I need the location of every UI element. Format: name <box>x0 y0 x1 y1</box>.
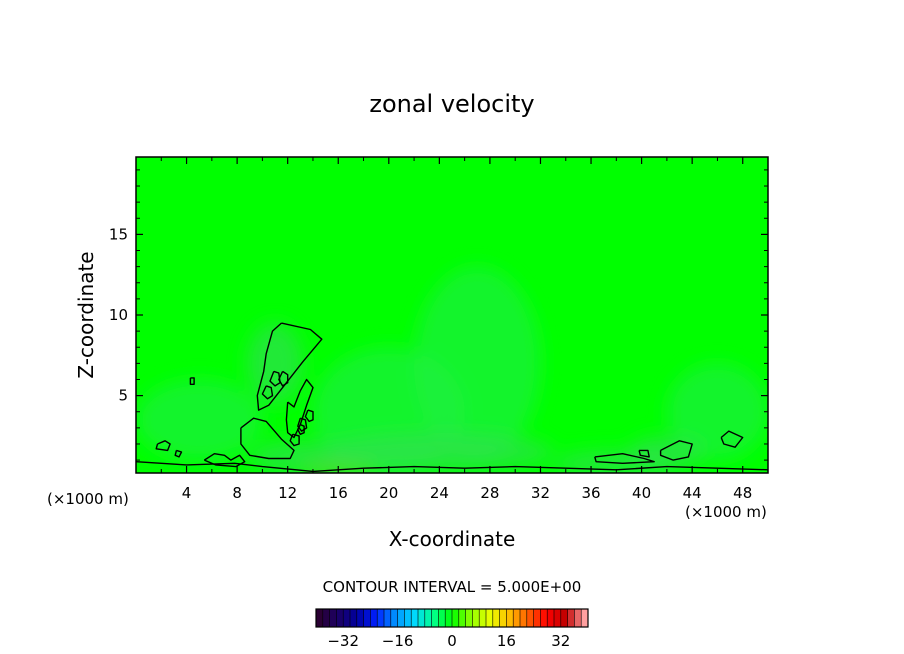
colorbar-swatch <box>547 609 555 627</box>
x-tick-label: 4 <box>182 484 192 502</box>
colorbar-swatch <box>458 609 466 627</box>
colorbar-swatch <box>560 609 568 627</box>
colorbar-swatch <box>322 609 330 627</box>
colorbar-swatch <box>526 609 534 627</box>
x-tick-label: 16 <box>329 484 348 502</box>
field-shade-region <box>247 323 303 404</box>
colorbar-swatch <box>472 609 480 627</box>
colorbar-swatch <box>431 609 439 627</box>
field-shade-region <box>136 379 263 461</box>
colorbar-frame <box>315 608 589 628</box>
colorbar-swatch <box>438 609 446 627</box>
colorbar-swatch <box>404 609 412 627</box>
colorbar-swatch <box>316 609 324 627</box>
x-tick-label: 24 <box>430 484 449 502</box>
contour-line <box>289 433 300 447</box>
colorbar-swatch <box>513 609 521 627</box>
y-axis-label: Z-coordinate <box>74 251 98 378</box>
x-axis-label: X-coordinate <box>389 527 516 551</box>
colorbar-swatch <box>390 609 398 627</box>
contour-line <box>304 409 314 423</box>
field-shade-region <box>666 363 768 461</box>
contour-line <box>720 430 744 448</box>
contour-line <box>240 417 295 460</box>
x-axis-units-left: (×1000 m) <box>47 490 129 508</box>
colorbar-swatch <box>533 609 541 627</box>
colorbar-tick-label: 32 <box>551 632 570 650</box>
x-tick-label: 36 <box>581 484 600 502</box>
x-axis-units-right: (×1000 m) <box>685 503 767 521</box>
colorbar-tick-label: −16 <box>382 632 414 650</box>
x-tick-label: 8 <box>232 484 242 502</box>
contour-line <box>594 453 655 464</box>
colorbar-swatch <box>418 609 426 627</box>
colorbar-swatch <box>445 609 453 627</box>
colorbar-swatch <box>581 609 589 627</box>
x-tick-label: 20 <box>379 484 398 502</box>
colorbar-swatch <box>452 609 460 627</box>
contour-line <box>155 440 171 452</box>
colorbar-swatch <box>397 609 405 627</box>
y-axis-ticks: 5 10 15 <box>109 169 768 461</box>
contour-line <box>256 322 323 411</box>
contour-line <box>189 377 195 385</box>
contour-line <box>269 370 281 387</box>
colorbar-swatch <box>363 609 371 627</box>
x-tick-label: 32 <box>531 484 550 502</box>
colorbar-swatch <box>356 609 364 627</box>
y-tick-label: 5 <box>118 387 128 405</box>
y-tick-label: 15 <box>109 225 128 243</box>
contour-interval-label: CONTOUR INTERVAL = 5.000E+00 <box>323 578 582 596</box>
colorbar-swatch <box>554 609 562 627</box>
contour-line <box>174 449 183 458</box>
colorbar-swatch <box>492 609 500 627</box>
colorbar-tick-label: 16 <box>497 632 516 650</box>
colorbar-swatch <box>567 609 575 627</box>
contour-line <box>203 453 246 468</box>
contour-line <box>278 370 289 387</box>
x-tick-label: 40 <box>632 484 651 502</box>
contour-line <box>659 440 693 461</box>
colorbar-tick-label: 0 <box>447 632 457 650</box>
chart-title: zonal velocity <box>369 90 534 118</box>
field-shade-region <box>628 435 705 469</box>
contour-line <box>285 378 314 439</box>
colorbar-swatch <box>377 609 385 627</box>
colorbar-swatch <box>336 609 344 627</box>
colorbar-swatch <box>329 609 337 627</box>
x-tick-label: 48 <box>733 484 752 502</box>
colorbar-swatch <box>350 609 358 627</box>
x-axis-ticks: 4 8 12 16 20 24 28 32 36 40 44 48 <box>160 157 752 502</box>
y-tick-label: 10 <box>109 306 128 324</box>
contour-line <box>261 385 274 400</box>
colorbar-swatch <box>411 609 419 627</box>
colorbar-swatch <box>540 609 548 627</box>
colorbar-swatch <box>479 609 487 627</box>
colorbar-swatch <box>506 609 514 627</box>
colorbar-swatch <box>574 609 582 627</box>
colorbar-tick-labels: −32 −16 0 16 32 <box>327 632 570 650</box>
colorbar <box>315 608 589 628</box>
colorbar-swatch <box>343 609 351 627</box>
colorbar-swatch <box>465 609 473 627</box>
field-shade-region <box>325 432 554 472</box>
x-tick-label: 44 <box>683 484 702 502</box>
colorbar-swatch <box>384 609 392 627</box>
x-tick-label: 12 <box>278 484 297 502</box>
colorbar-swatch <box>520 609 528 627</box>
contour-line <box>638 449 650 458</box>
colorbar-swatch <box>499 609 507 627</box>
colorbar-tick-label: −32 <box>327 632 359 650</box>
colorbar-swatch <box>424 609 432 627</box>
colorbar-swatch <box>370 609 378 627</box>
colorbar-swatch <box>486 609 494 627</box>
x-tick-label: 28 <box>480 484 499 502</box>
